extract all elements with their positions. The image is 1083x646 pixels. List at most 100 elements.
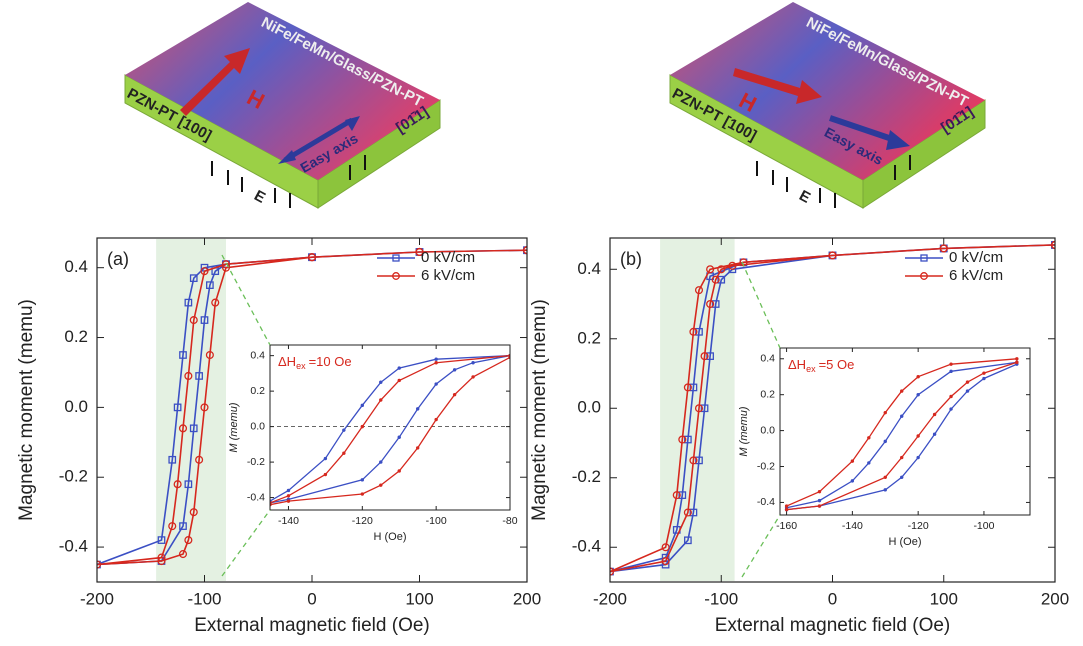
x-tick-label: 200 xyxy=(513,589,541,608)
panel-label: (b) xyxy=(620,249,642,269)
x-tick-label: -100 xyxy=(704,589,738,608)
marker xyxy=(982,377,985,380)
marker xyxy=(818,504,821,507)
marker xyxy=(398,469,401,472)
annotation-main: ΔH xyxy=(788,357,806,372)
y-axis-label: Magnetic moment (memu) xyxy=(16,299,37,521)
marker xyxy=(867,436,870,439)
y-tick-label: 0.4 xyxy=(64,257,88,276)
y-tick-label: -0.2 xyxy=(757,460,775,472)
marker xyxy=(916,393,919,396)
e-field-label: E xyxy=(251,187,268,207)
marker xyxy=(884,488,887,491)
x-tick-label: -200 xyxy=(80,589,114,608)
marker xyxy=(916,375,919,378)
marker xyxy=(398,379,401,382)
y-tick-label: -0.2 xyxy=(247,456,265,468)
marker xyxy=(916,434,919,437)
annotation: ΔHex=10 Oe xyxy=(278,354,352,371)
marker xyxy=(851,459,854,462)
marker xyxy=(434,418,437,421)
marker xyxy=(900,389,903,392)
x-tick-label: -120 xyxy=(352,515,373,527)
device-illustration: NiFe/FeMn/Glass/PZN-PT PZN-PT [100] E [0… xyxy=(124,2,440,208)
e-field-label: E xyxy=(796,187,813,207)
marker xyxy=(453,368,456,371)
marker xyxy=(900,456,903,459)
marker xyxy=(471,361,474,364)
x-tick-label: -140 xyxy=(278,515,299,527)
marker xyxy=(379,398,382,401)
marker xyxy=(287,499,290,502)
marker xyxy=(434,361,437,364)
y-tick-label: 0.4 xyxy=(760,353,775,365)
x-axis-label: H (Oe) xyxy=(374,531,407,543)
marker xyxy=(324,457,327,460)
marker xyxy=(434,382,437,385)
marker xyxy=(324,473,327,476)
marker xyxy=(416,446,419,449)
y-tick-label: 0.2 xyxy=(577,328,601,347)
x-tick-label: -160 xyxy=(776,520,797,532)
marker xyxy=(949,362,952,365)
marker xyxy=(916,456,919,459)
marker xyxy=(900,415,903,418)
annotation-rest: =5 Oe xyxy=(819,357,855,372)
marker xyxy=(1015,361,1018,364)
panel-label: (a) xyxy=(107,249,129,269)
y-tick-label: 0.2 xyxy=(760,388,775,400)
marker xyxy=(966,389,969,392)
plot-background xyxy=(780,348,1030,515)
charts: -200-1000100200-0.4-0.20.00.20.4External… xyxy=(16,238,1069,636)
marker xyxy=(933,413,936,416)
highlight-region xyxy=(660,239,735,581)
marker xyxy=(851,479,854,482)
y-tick-label: 0.2 xyxy=(64,327,88,346)
marker xyxy=(982,371,985,374)
marker xyxy=(884,476,887,479)
x-axis-label: H (Oe) xyxy=(889,536,922,548)
y-tick-label: -0.2 xyxy=(572,467,601,486)
marker xyxy=(949,407,952,410)
marker xyxy=(416,407,419,410)
marker xyxy=(342,428,345,431)
marker xyxy=(818,490,821,493)
marker xyxy=(785,504,788,507)
y-axis-label: M (memu) xyxy=(738,406,750,456)
marker xyxy=(966,380,969,383)
marker xyxy=(361,425,364,428)
y-tick-label: -0.4 xyxy=(757,496,775,508)
marker xyxy=(379,460,382,463)
y-tick-label: -0.4 xyxy=(247,491,265,503)
x-axis-label: External magnetic field (Oe) xyxy=(194,615,430,636)
x-axis-label: External magnetic field (Oe) xyxy=(715,615,951,636)
annotation-sub: ex xyxy=(806,364,816,374)
x-tick-label: -100 xyxy=(426,515,447,527)
marker xyxy=(361,404,364,407)
marker xyxy=(884,440,887,443)
x-tick-label: -140 xyxy=(842,520,863,532)
y-axis-label: M (memu) xyxy=(228,402,240,452)
marker xyxy=(379,381,382,384)
x-tick-label: -100 xyxy=(187,589,221,608)
x-tick-label: 0 xyxy=(307,589,316,608)
marker xyxy=(361,492,364,495)
marker xyxy=(342,452,345,455)
y-tick-label: -0.4 xyxy=(59,537,88,556)
marker xyxy=(361,478,364,481)
legend-label: 6 kV/cm xyxy=(421,267,475,284)
legend-label: 0 kV/cm xyxy=(949,249,1003,266)
x-tick-label: -100 xyxy=(973,520,994,532)
x-tick-label: 100 xyxy=(930,589,958,608)
legend-label: 0 kV/cm xyxy=(421,249,475,266)
marker xyxy=(884,411,887,414)
marker xyxy=(434,357,437,360)
y-tick-label: -0.4 xyxy=(572,537,601,556)
marker xyxy=(949,395,952,398)
page: NiFe/FeMn/Glass/PZN-PT PZN-PT [100] E [0… xyxy=(0,0,1083,646)
marker xyxy=(453,393,456,396)
marker xyxy=(933,432,936,435)
figure: NiFe/FeMn/Glass/PZN-PT PZN-PT [100] E [0… xyxy=(0,0,1083,646)
y-tick-label: 0.2 xyxy=(250,385,265,397)
legend-label: 6 kV/cm xyxy=(949,267,1003,284)
